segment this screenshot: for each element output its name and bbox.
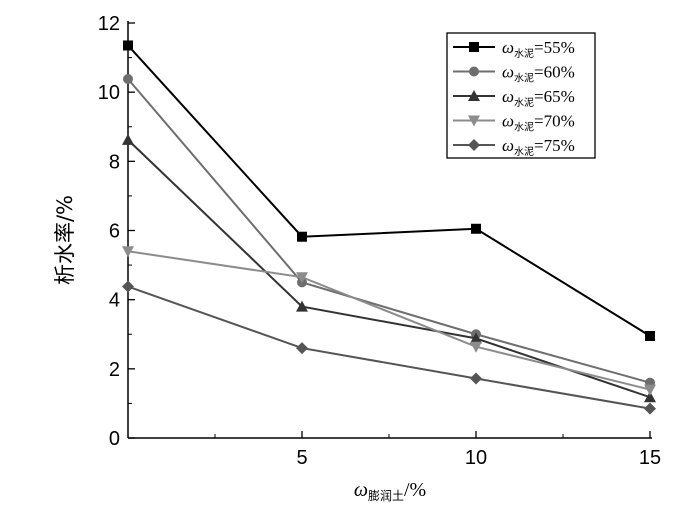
marker-triangle-down xyxy=(296,272,308,284)
axes: 0 2 4 6 8 10 12 5 10 15 xyxy=(98,13,661,469)
series-line xyxy=(127,44,651,337)
legend-symbol: ω xyxy=(502,87,514,106)
marker-triangle-up xyxy=(296,300,308,312)
legend-label: ω水泥=60% xyxy=(502,63,575,85)
marker-triangle-up xyxy=(468,90,480,101)
marker-diamond xyxy=(470,372,482,385)
marker-triangle-down xyxy=(644,384,656,396)
legend-symbol: ω xyxy=(502,136,514,155)
y-tick-label: 0 xyxy=(109,428,120,450)
marker-square xyxy=(471,223,481,234)
y-tick-label: 4 xyxy=(109,290,120,312)
series-line xyxy=(127,78,651,384)
legend-value: =70% xyxy=(534,112,575,131)
legend-symbol: ω xyxy=(502,112,514,131)
legend-label: ω水泥=75% xyxy=(502,136,575,158)
legend-subscript: 水泥 xyxy=(514,47,534,60)
x-axis-label: ω膨润土/% xyxy=(354,479,426,503)
y-axis-label: 析水率/% xyxy=(53,195,77,285)
series-line xyxy=(127,250,651,391)
marker-square xyxy=(469,42,479,52)
legend-item: ω水泥=60% xyxy=(453,63,575,85)
legend-subscript: 水泥 xyxy=(514,72,534,85)
series-line xyxy=(127,139,651,399)
legend-symbol: ω xyxy=(502,38,514,57)
y-tick-label: 10 xyxy=(98,82,120,104)
series-group xyxy=(122,40,656,415)
marker-circle xyxy=(123,74,133,85)
legend-value: =65% xyxy=(534,87,575,106)
legend-item: ω水泥=70% xyxy=(453,112,575,134)
series-70-pct xyxy=(122,246,656,396)
marker-diamond xyxy=(122,280,134,293)
marker-diamond xyxy=(296,342,308,355)
legend-symbol: ω xyxy=(502,63,514,82)
series-75-pct xyxy=(122,280,656,415)
marker-square xyxy=(645,330,655,341)
legend-item: ω水泥=75% xyxy=(453,136,575,158)
legend-value: =55% xyxy=(534,38,575,57)
marker-triangle-down xyxy=(122,246,134,258)
y-tick-label: 8 xyxy=(109,151,120,173)
marker-diamond xyxy=(468,139,480,151)
legend-subscript: 水泥 xyxy=(514,96,534,109)
legend-label: ω水泥=70% xyxy=(502,112,575,134)
marker-triangle-up xyxy=(644,391,656,403)
legend-value: =60% xyxy=(534,63,575,82)
series-line xyxy=(127,285,651,410)
legend-label: ω水泥=65% xyxy=(502,87,575,109)
x-tick-label: 5 xyxy=(296,447,307,469)
marker-triangle-up xyxy=(122,133,134,145)
y-tick-label: 2 xyxy=(109,359,120,381)
marker-triangle-down xyxy=(470,341,482,353)
legend-item: ω水泥=65% xyxy=(453,87,575,109)
x-tick-label: 15 xyxy=(639,447,661,469)
legend-item: ω水泥=55% xyxy=(453,38,575,60)
y-tick-label: 12 xyxy=(98,13,120,35)
marker-triangle-up xyxy=(470,332,482,344)
marker-diamond xyxy=(644,402,656,415)
marker-circle xyxy=(469,66,479,77)
legend-value: =75% xyxy=(534,136,575,155)
marker-square xyxy=(297,231,307,242)
series-55-pct xyxy=(123,40,655,341)
x-tick-label: 10 xyxy=(465,447,487,469)
y-tick-label: 6 xyxy=(109,221,120,243)
legend: ω水泥=55%ω水泥=60%ω水泥=65%ω水泥=70%ω水泥=75% xyxy=(446,32,596,159)
marker-square xyxy=(123,40,133,51)
marker-triangle-down xyxy=(468,115,480,127)
legend-subscript: 水泥 xyxy=(514,121,534,134)
legend-label: ω水泥=55% xyxy=(502,38,575,60)
legend-subscript: 水泥 xyxy=(514,145,534,158)
